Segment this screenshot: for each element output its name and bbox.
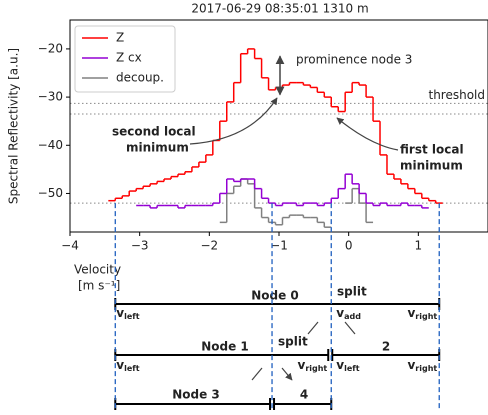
velocity-label: vadd xyxy=(336,306,361,321)
legend-box xyxy=(74,25,176,93)
annotation: minimum xyxy=(126,141,189,155)
y-tick-label: −20 xyxy=(38,41,63,55)
annotation: prominence node 3 xyxy=(296,53,412,67)
arrows xyxy=(251,321,356,380)
x-tick-label: −1 xyxy=(270,239,288,253)
title: 2017-06-29 08:35:01 1310 m xyxy=(191,2,368,16)
split-label: split xyxy=(337,285,367,299)
legend-label: Z xyxy=(116,31,124,45)
annotation-arrow xyxy=(189,97,278,145)
x-label: Velocity xyxy=(74,263,121,277)
velocity-label: vright xyxy=(297,358,327,373)
y-tick-label: −50 xyxy=(38,186,63,200)
plot xyxy=(70,48,488,228)
velocity-label: vleft xyxy=(116,358,139,373)
x-tick-label: −3 xyxy=(131,239,149,253)
y-label: Spectral Reflectivity [a.u.] xyxy=(7,48,21,204)
annotation: second local xyxy=(112,125,196,139)
x-tick-label: −4 xyxy=(61,239,79,253)
velocity-label: vleft xyxy=(116,306,139,321)
legend-label: decoup. xyxy=(116,71,164,85)
annotation-arrow xyxy=(336,117,399,151)
x-tick-label: −2 xyxy=(200,239,218,253)
velocity-label: vleft xyxy=(336,358,359,373)
reference-label: threshold xyxy=(428,88,485,102)
velocity-label: vright xyxy=(407,358,437,373)
annotation: first local xyxy=(400,143,464,157)
y-tick-label: −40 xyxy=(38,138,63,152)
annotation: minimum xyxy=(400,159,463,173)
node-label: Node 0 xyxy=(251,289,299,303)
x-tick-label: 1 xyxy=(415,239,423,253)
node-label: Node 1 xyxy=(201,340,249,354)
x-tick-label: 0 xyxy=(345,239,353,253)
velocity-label: vright xyxy=(407,306,437,321)
legend-label: Z cx xyxy=(116,51,142,65)
y-tick-label: −30 xyxy=(38,90,63,104)
node-label: 4 xyxy=(300,388,308,402)
split-label: split xyxy=(278,335,308,349)
node-label: 2 xyxy=(382,340,390,354)
diagram: Node 0 split vleft vadd vright Node 1 2 split vl… xyxy=(114,285,441,410)
x-label: [m s⁻¹] xyxy=(78,279,120,293)
node-label: Node 3 xyxy=(172,388,220,402)
